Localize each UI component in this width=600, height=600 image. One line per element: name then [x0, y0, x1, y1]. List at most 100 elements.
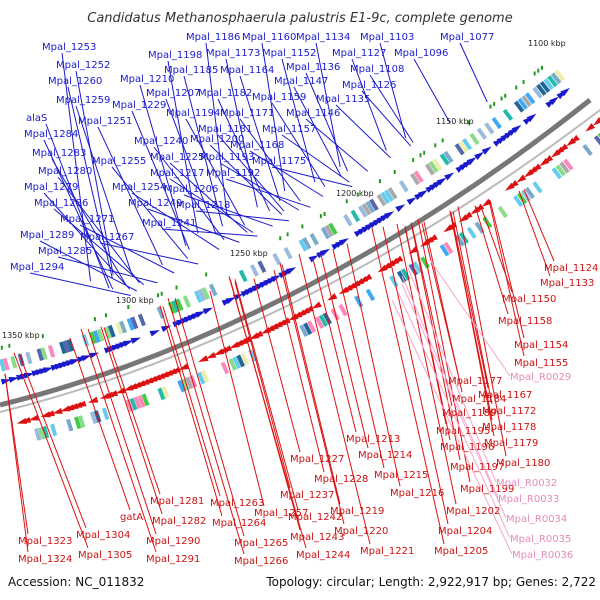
gene-label-forward[interactable]: Mpal_1096	[394, 48, 448, 59]
gene-label-reverse[interactable]: Mpal_1281	[150, 496, 204, 507]
gene-label-reverse[interactable]: Mpal_1265	[234, 538, 288, 549]
gene-label-forward[interactable]: Mpal_1146	[286, 108, 340, 119]
gene-label-reverse[interactable]: Mpal_1184	[452, 394, 506, 405]
gene-label-reverse[interactable]: Mpal_1324	[18, 554, 72, 565]
gene-label-reverse[interactable]: Mpal_1205	[434, 546, 488, 557]
rna-label[interactable]: Mpal_R0033	[498, 494, 559, 505]
gene-label-reverse[interactable]: Mpal_1180	[496, 458, 550, 469]
gene-label-forward[interactable]: Mpal_1126	[342, 80, 396, 91]
gene-label-forward[interactable]: Mpal_1077	[440, 32, 494, 43]
gene-label-forward[interactable]: Mpal_1164	[220, 65, 274, 76]
gene-label-reverse[interactable]: Mpal_1172	[482, 406, 536, 417]
gene-label-reverse[interactable]: Mpal_1264	[212, 518, 266, 529]
gene-label-reverse[interactable]: Mpal_1154	[514, 340, 568, 351]
gene-label-forward[interactable]: Mpal_1182	[198, 88, 252, 99]
gene-label-forward[interactable]: Mpal_1285	[38, 246, 92, 257]
rna-label[interactable]: Mpal_R0035	[510, 534, 571, 545]
gene-label-forward[interactable]: Mpal_1279	[24, 182, 78, 193]
gene-label-forward[interactable]: Mpal_1260	[48, 76, 102, 87]
gene-label-forward[interactable]: Mpal_1254	[112, 182, 166, 193]
gene-label-forward[interactable]: Mpal_1289	[20, 230, 74, 241]
gene-label-forward[interactable]: Mpal_1200	[190, 134, 244, 145]
gene-label-forward[interactable]: Mpal_1206	[164, 184, 218, 195]
gene-label-reverse[interactable]: Mpal_1216	[390, 488, 444, 499]
gene-label-forward[interactable]: Mpal_1192	[206, 168, 260, 179]
gene-label-forward[interactable]: Mpal_1240	[134, 136, 188, 147]
gene-label-reverse[interactable]: Mpal_1213	[346, 434, 400, 445]
gene-label-forward[interactable]: Mpal_1193	[200, 152, 254, 163]
rna-label[interactable]: Mpal_R0034	[506, 514, 567, 525]
gene-label-reverse[interactable]: Mpal_1290	[146, 536, 200, 547]
gene-label-reverse[interactable]: Mpal_1167	[478, 390, 532, 401]
rna-label[interactable]: Mpal_R0029	[510, 372, 571, 383]
gene-label-forward[interactable]: alaS	[26, 113, 47, 124]
gene-label-forward[interactable]: Mpal_1251	[78, 116, 132, 127]
gene-label-forward[interactable]: Mpal_1253	[42, 42, 96, 53]
gene-label-reverse[interactable]: Mpal_1196	[440, 442, 494, 453]
gene-label-forward[interactable]: Mpal_1103	[360, 32, 414, 43]
gene-label-reverse[interactable]: Mpal_1220	[334, 526, 388, 537]
gene-label-reverse[interactable]: Mpal_1237	[280, 490, 334, 501]
gene-label-forward[interactable]: Mpal_1280	[38, 166, 92, 177]
gene-label-forward[interactable]: Mpal_1210	[120, 74, 174, 85]
gene-label-forward[interactable]: Mpal_1181	[198, 124, 252, 135]
gene-label-reverse[interactable]: Mpal_1133	[540, 278, 594, 289]
gene-label-reverse[interactable]: Mpal_1177	[448, 376, 502, 387]
gene-label-forward[interactable]: Mpal_1173	[206, 48, 260, 59]
gene-label-forward[interactable]: Mpal_1259	[56, 95, 110, 106]
gene-label-forward[interactable]: Mpal_1225	[150, 152, 204, 163]
gene-label-reverse[interactable]: Mpal_1219	[330, 506, 384, 517]
gene-label-forward[interactable]: Mpal_1255	[92, 156, 146, 167]
gene-label-forward[interactable]: Mpal_1217	[150, 168, 204, 179]
gene-label-forward[interactable]: Mpal_1108	[350, 64, 404, 75]
gene-label-forward[interactable]: Mpal_1207	[146, 88, 200, 99]
gene-label-reverse[interactable]: Mpal_1214	[358, 450, 412, 461]
gene-label-forward[interactable]: Mpal_1241	[142, 218, 196, 229]
gene-label-forward[interactable]: Mpal_1284	[24, 129, 78, 140]
gene-label-forward[interactable]: Mpal_1160	[242, 32, 296, 43]
gene-label-forward[interactable]: Mpal_1152	[262, 48, 316, 59]
gene-label-reverse[interactable]: Mpal_1263	[210, 498, 264, 509]
gene-label-reverse[interactable]: Mpal_1257	[254, 508, 308, 519]
gene-label-forward[interactable]: Mpal_1252	[56, 60, 110, 71]
gene-label-forward[interactable]: Mpal_1194	[166, 108, 220, 119]
gene-label-reverse[interactable]: Mpal_1189	[442, 408, 496, 419]
gene-label-forward[interactable]: Mpal_1134	[296, 32, 350, 43]
gene-label-forward[interactable]: Mpal_1249	[128, 198, 182, 209]
gene-label-forward[interactable]: Mpal_1267	[80, 232, 134, 243]
gene-label-forward[interactable]: Mpal_1185	[164, 65, 218, 76]
rna-label[interactable]: Mpal_R0036	[512, 550, 573, 561]
gene-label-reverse[interactable]: Mpal_1228	[314, 474, 368, 485]
gene-label-forward[interactable]: Mpal_1159	[252, 92, 306, 103]
gene-label-reverse[interactable]: Mpal_1155	[514, 358, 568, 369]
gene-label-reverse[interactable]: Mpal_1150	[502, 294, 556, 305]
gene-label-forward[interactable]: Mpal_1135	[316, 94, 370, 105]
gene-label-reverse[interactable]: gatA	[120, 512, 143, 523]
gene-label-forward[interactable]: Mpal_1218	[176, 200, 230, 211]
gene-label-reverse[interactable]: Mpal_1124	[544, 263, 598, 274]
gene-label-reverse[interactable]: Mpal_1244	[296, 550, 350, 561]
gene-label-forward[interactable]: Mpal_1271	[60, 214, 114, 225]
gene-label-reverse[interactable]: Mpal_1242	[288, 512, 342, 523]
gene-label-reverse[interactable]: Mpal_1195	[436, 426, 490, 437]
gene-label-reverse[interactable]: Mpal_1199	[460, 484, 514, 495]
gene-label-reverse[interactable]: Mpal_1179	[484, 438, 538, 449]
gene-label-forward[interactable]: Mpal_1283	[32, 148, 86, 159]
gene-label-reverse[interactable]: Mpal_1243	[290, 532, 344, 543]
gene-label-reverse[interactable]: Mpal_1291	[146, 554, 200, 565]
gene-label-forward[interactable]: Mpal_1136	[286, 62, 340, 73]
rna-label[interactable]: Mpal_R0032	[496, 478, 557, 489]
gene-label-forward[interactable]: Mpal_1168	[230, 140, 284, 151]
gene-label-forward[interactable]: Mpal_1175	[252, 156, 306, 167]
gene-label-forward[interactable]: Mpal_1147	[274, 76, 328, 87]
gene-label-forward[interactable]: Mpal_1171	[220, 108, 274, 119]
gene-label-reverse[interactable]: Mpal_1323	[18, 536, 72, 547]
gene-label-reverse[interactable]: Mpal_1178	[482, 422, 536, 433]
gene-label-forward[interactable]: Mpal_1157	[262, 124, 316, 135]
gene-label-reverse[interactable]: Mpal_1215	[374, 470, 428, 481]
gene-label-forward[interactable]: Mpal_1127	[332, 48, 386, 59]
gene-label-reverse[interactable]: Mpal_1227	[290, 454, 344, 465]
gene-label-reverse[interactable]: Mpal_1204	[438, 526, 492, 537]
gene-label-reverse[interactable]: Mpal_1158	[498, 316, 552, 327]
gene-label-reverse[interactable]: Mpal_1305	[78, 550, 132, 561]
